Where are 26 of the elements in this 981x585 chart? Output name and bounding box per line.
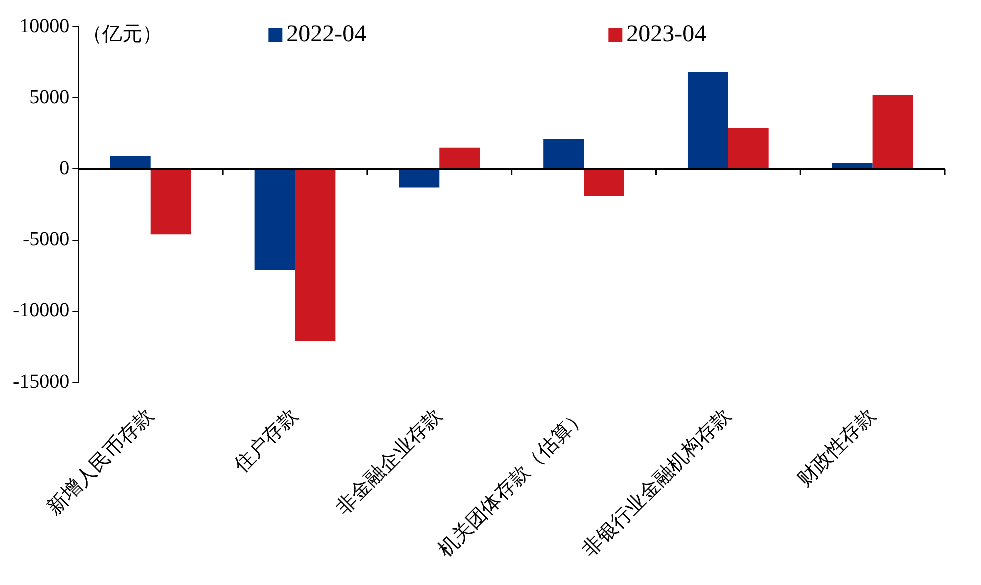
annotation: （亿元） [82, 23, 163, 46]
bar [399, 170, 440, 188]
x-tick-label: 非银行业金融机构存款 [578, 404, 736, 562]
bar [832, 164, 873, 169]
y-tick-label: 10000 [20, 15, 70, 38]
y-tick-label: -10000 [12, 300, 70, 322]
legend-label: 2022-04 [286, 21, 367, 48]
bar [295, 170, 336, 342]
bar [544, 139, 584, 169]
legend-label: 2023-04 [626, 21, 707, 48]
x-tick-label: 住户存款 [230, 404, 302, 478]
y-tick-label: -5000 [22, 228, 70, 251]
bar [440, 148, 480, 169]
bar [254, 170, 296, 270]
bar [872, 95, 914, 169]
x-tick-label: 非金融企业存款 [332, 404, 447, 520]
bar [110, 156, 151, 169]
bar [688, 72, 728, 169]
y-tick-label: 5000 [30, 86, 70, 108]
y-tick-label: -15000 [12, 370, 70, 393]
bar [584, 170, 624, 196]
x-tick-label: 财政性存款 [794, 404, 880, 492]
x-tick-label: 新增人民币存款 [44, 404, 158, 520]
y-tick-label: 0 [60, 157, 70, 180]
bar [728, 128, 769, 169]
bar [150, 170, 192, 235]
